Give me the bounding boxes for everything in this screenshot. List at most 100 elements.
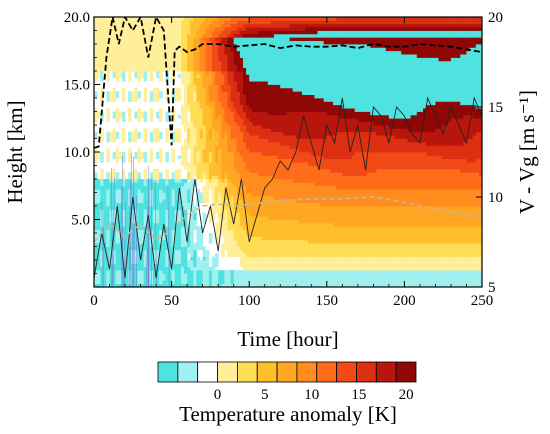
field-cell xyxy=(286,283,290,287)
field-cell xyxy=(258,77,263,82)
field-cell xyxy=(196,152,200,156)
field-cell xyxy=(199,64,204,69)
field-cell xyxy=(252,37,256,42)
field-cell xyxy=(100,17,104,21)
field-cell xyxy=(152,44,157,48)
field-cell xyxy=(109,243,114,247)
field-cell xyxy=(196,246,200,251)
field-cell xyxy=(205,74,210,79)
field-cell xyxy=(156,233,160,237)
field-cell xyxy=(156,199,160,204)
field-cell xyxy=(289,226,294,231)
field-cell xyxy=(121,91,126,96)
field-cell xyxy=(202,118,207,123)
field-cell xyxy=(239,20,244,25)
field-cell xyxy=(199,273,204,278)
field-cell xyxy=(97,243,101,247)
field-cell xyxy=(202,283,207,287)
field-cell xyxy=(314,243,318,247)
field-cell xyxy=(230,172,235,177)
field-cell xyxy=(190,229,194,234)
field-cell xyxy=(156,249,160,254)
field-cell xyxy=(196,30,200,35)
field-cell xyxy=(152,229,157,234)
field-cell xyxy=(292,202,297,207)
field-cell xyxy=(286,57,290,62)
field-cell xyxy=(177,185,182,190)
field-cell xyxy=(106,185,110,190)
field-cell xyxy=(118,276,123,281)
field-cell xyxy=(295,239,300,244)
field-cell xyxy=(270,273,275,278)
field-cell xyxy=(196,135,200,139)
field-cell xyxy=(143,118,148,123)
field-cell xyxy=(131,40,135,45)
field-cell xyxy=(258,138,263,143)
field-cell xyxy=(184,50,188,55)
field-cell xyxy=(162,60,166,65)
field-cell xyxy=(308,91,312,96)
field-cell xyxy=(159,206,163,210)
field-cell xyxy=(106,239,110,244)
field-cell xyxy=(187,263,191,268)
field-cell xyxy=(94,276,98,281)
field-cell xyxy=(180,71,185,75)
field-cell xyxy=(118,226,123,231)
field-cell xyxy=(264,81,269,85)
field-cell xyxy=(193,57,197,62)
field-cell xyxy=(261,23,266,28)
field-cell xyxy=(246,256,250,261)
field-cell xyxy=(261,226,266,231)
field-cell xyxy=(112,233,117,237)
field-cell xyxy=(249,266,253,271)
field-cell xyxy=(177,216,182,220)
field-cell xyxy=(94,50,98,55)
field-cell xyxy=(115,71,120,75)
field-cell xyxy=(152,33,157,38)
field-cell xyxy=(311,101,315,106)
field-cell xyxy=(180,47,185,52)
field-cell xyxy=(218,195,222,200)
field-cell xyxy=(255,20,259,25)
field-cell xyxy=(218,98,222,102)
field-cell xyxy=(202,280,207,285)
field-cell xyxy=(264,30,269,35)
field-cell xyxy=(274,60,278,65)
field-cell xyxy=(205,148,210,153)
field-cell xyxy=(233,84,238,89)
field-cell xyxy=(215,23,219,28)
field-cell xyxy=(125,273,129,278)
field-cell xyxy=(274,57,278,62)
field-cell xyxy=(106,118,110,123)
field-cell xyxy=(311,222,315,227)
field-cell xyxy=(128,155,132,160)
field-cell xyxy=(115,27,120,31)
field-cell xyxy=(202,131,207,136)
field-cell xyxy=(196,64,200,69)
field-cell xyxy=(168,276,172,281)
field-cell xyxy=(187,27,191,31)
field-cell xyxy=(149,118,154,123)
field-cell xyxy=(233,108,238,112)
field-cell xyxy=(246,239,250,244)
field-cell xyxy=(286,175,290,180)
field-cell xyxy=(199,155,204,160)
field-cell xyxy=(286,67,290,72)
field-cell xyxy=(227,67,231,72)
field-cell xyxy=(205,128,210,133)
field-cell xyxy=(230,125,235,129)
field-cell xyxy=(118,50,123,55)
field-cell xyxy=(97,17,101,21)
field-cell xyxy=(174,283,179,287)
field-cell xyxy=(149,111,154,116)
field-cell xyxy=(131,239,135,244)
field-cell xyxy=(289,179,294,183)
field-cell xyxy=(208,209,213,214)
field-cell xyxy=(261,111,266,116)
field-cell xyxy=(140,40,145,45)
field-cell xyxy=(115,148,120,153)
field-cell xyxy=(215,128,219,133)
field-cell xyxy=(295,33,300,38)
field-cell xyxy=(140,270,145,274)
field-cell xyxy=(264,44,269,48)
